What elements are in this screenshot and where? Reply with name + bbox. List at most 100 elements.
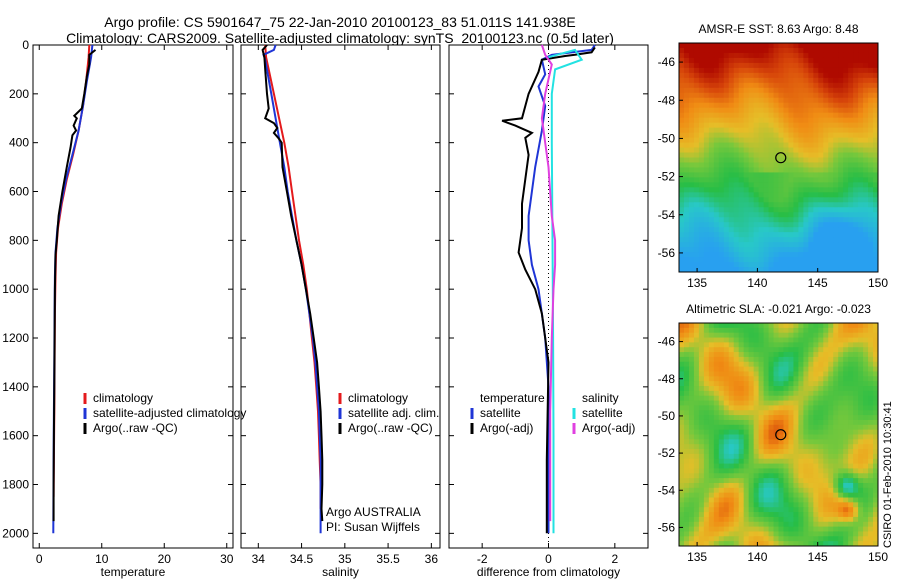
sla-map-cell xyxy=(698,492,705,499)
sst-map-cell xyxy=(788,137,795,144)
sst-map-cell xyxy=(763,132,770,139)
sla-map-cell xyxy=(738,381,745,387)
sst-map-cell xyxy=(733,117,740,124)
sst-map-cell xyxy=(703,222,710,228)
sla-map-cell xyxy=(743,347,750,353)
sla-map-cell xyxy=(848,434,854,440)
sla-map-cell xyxy=(783,419,790,426)
sst-map-cell xyxy=(808,177,814,183)
sla-map-cell xyxy=(818,415,824,421)
sst-map-cell xyxy=(683,117,690,124)
sla-map-cell xyxy=(868,327,874,334)
sla-map-cell xyxy=(848,526,854,533)
sla-map-cell xyxy=(868,347,874,353)
sst-map-cell xyxy=(793,52,799,59)
sla-map-cell xyxy=(723,405,730,411)
sla-map-cell xyxy=(853,512,859,518)
sla-map-cell xyxy=(863,415,869,421)
sst-map-cell xyxy=(773,117,780,124)
sla-map-cell xyxy=(838,337,844,343)
sst-map-cell xyxy=(808,167,814,174)
sst-map-cell xyxy=(728,52,735,59)
sla-map-cell xyxy=(868,405,874,411)
sst-map-cell xyxy=(823,157,829,164)
sst-map-cell xyxy=(713,77,720,84)
sst-map-cell xyxy=(713,127,720,134)
sst-map-cell xyxy=(798,237,804,243)
sla-map-cell xyxy=(843,531,849,537)
sst-map-cell xyxy=(843,127,849,134)
sst-map-cell xyxy=(693,192,700,198)
sst-map-cell xyxy=(713,207,720,213)
sst-map-cell xyxy=(758,67,765,74)
sla-map-cell xyxy=(679,497,685,503)
sla-map-cell xyxy=(788,531,795,537)
sla-map-cell xyxy=(783,361,790,368)
sla-map-cell xyxy=(863,449,869,455)
sst-map-cell xyxy=(873,257,878,263)
sla-map-cell xyxy=(718,424,725,431)
sla-map-cell xyxy=(793,497,799,503)
sla-map-cell xyxy=(818,521,824,528)
sst-map-cell xyxy=(703,227,710,233)
sst-map-cell xyxy=(843,87,849,94)
sst-map-cell xyxy=(738,247,745,253)
sla-map-cell xyxy=(808,449,814,455)
sla-map-cell xyxy=(838,323,844,329)
sla-map-cell xyxy=(823,371,829,377)
sst-map-cell xyxy=(718,127,725,134)
sla-map-cell xyxy=(808,453,814,460)
sst-map-cell xyxy=(679,67,685,74)
sst-map-cell xyxy=(768,147,775,154)
sst-map-cell xyxy=(693,117,700,124)
sst-map-cell xyxy=(853,237,859,243)
sla-map-cell xyxy=(683,516,690,523)
sst-map-cell xyxy=(843,67,849,74)
sst-map-cell xyxy=(848,47,854,54)
sst-map-cell xyxy=(698,147,705,154)
sla-map-cell xyxy=(843,332,849,339)
sst-map-cell xyxy=(788,127,795,134)
sst-map-cell xyxy=(858,157,864,164)
sst-map-cell xyxy=(703,192,710,198)
sst-map-cell xyxy=(733,177,740,183)
sst-map-cell xyxy=(833,147,839,154)
sst-map-cell xyxy=(833,142,839,149)
sst-map-cell xyxy=(858,212,864,218)
sla-map-cell xyxy=(758,536,765,542)
sst-map-cell xyxy=(813,102,819,109)
sst-map-cell xyxy=(873,122,878,129)
sla-map-cell xyxy=(828,337,834,343)
sst-map-cell xyxy=(773,102,780,109)
sla-map-cell xyxy=(683,453,690,460)
sst-map-cell xyxy=(728,157,735,164)
sla-map-cell xyxy=(713,487,720,494)
sla-map-cell xyxy=(868,516,874,523)
sst-map-cell xyxy=(868,202,874,208)
sst-map-cell xyxy=(858,82,864,89)
sst-map-cell xyxy=(843,102,849,109)
sst-map-cell xyxy=(773,232,780,238)
sla-map-cell xyxy=(708,323,715,329)
sst-map-cell xyxy=(808,137,814,144)
sst-map-cell xyxy=(778,137,785,144)
depth-tick-label: 800 xyxy=(9,233,29,247)
sla-map-cell xyxy=(873,415,878,421)
sla-map-cell xyxy=(748,449,755,455)
sst-map-cell xyxy=(723,252,730,258)
sla-map-cell xyxy=(758,478,765,484)
sla-map-cell xyxy=(868,531,874,537)
sst-map-cell xyxy=(688,67,695,74)
sst-map-cell xyxy=(818,117,824,124)
sla-map-cell xyxy=(743,468,750,474)
sst-map-cell xyxy=(793,157,799,164)
sst-map-cell xyxy=(783,92,790,99)
sst-map-cell xyxy=(698,192,705,198)
sla-map-cell xyxy=(873,429,878,436)
sst-map-cell xyxy=(803,147,809,154)
sla-map-cell xyxy=(813,444,819,450)
sst-map-cell xyxy=(818,257,824,263)
sla-map-cell xyxy=(748,507,755,513)
sst-map-cell xyxy=(793,197,799,203)
sla-map-cell xyxy=(733,468,740,474)
